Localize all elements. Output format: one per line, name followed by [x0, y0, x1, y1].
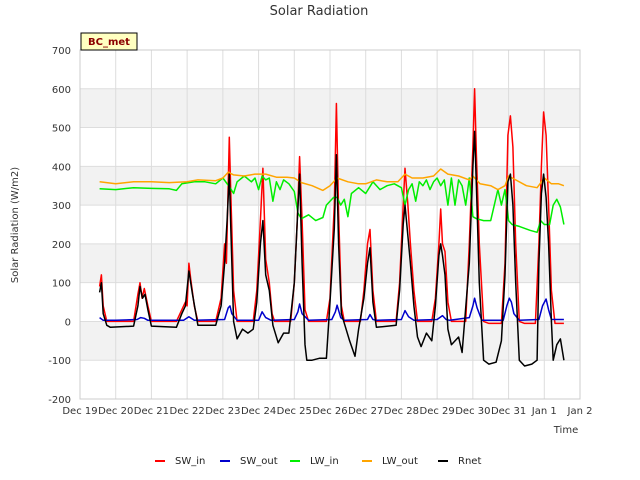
x-tick-label: Dec 24 — [241, 406, 276, 417]
y-tick-label: 300 — [52, 201, 71, 212]
series-line-lw-out — [99, 168, 565, 192]
x-tick-label: Dec 30 — [455, 406, 490, 417]
station-tag: BC_met — [80, 32, 138, 51]
legend-label: Rnet — [458, 456, 481, 467]
legend-item-lw-in: LW_in — [290, 456, 339, 467]
x-tick-label: Dec 22 — [170, 406, 205, 417]
legend-label: LW_in — [310, 456, 339, 467]
chart-title: Solar Radiation — [270, 4, 369, 19]
plot-border — [79, 49, 581, 400]
x-tick-label: Dec 26 — [312, 406, 347, 417]
y-tick-label: -200 — [48, 395, 71, 406]
legend-item-lw-out: LW_out — [362, 456, 418, 467]
legend: SW_in SW_out LW_in LW_out Rnet — [155, 456, 481, 467]
station-tag-label: BC_met — [88, 37, 130, 48]
x-axis-label: Time — [553, 425, 578, 436]
y-axis-label: Solar Radiation (W/m2) — [10, 167, 21, 283]
x-tick-label: Dec 31 — [491, 406, 526, 417]
x-tick-label: Dec 21 — [134, 406, 169, 417]
x-tick-label: Dec 29 — [420, 406, 455, 417]
y-tick-label: 700 — [52, 46, 71, 57]
legend-item-sw-in: SW_in — [155, 456, 205, 467]
y-tick-label: 400 — [52, 162, 71, 173]
x-tick-label: Dec 28 — [384, 406, 419, 417]
x-tick-label: Dec 19 — [62, 406, 97, 417]
series-line-sw-out — [99, 297, 564, 322]
y-tick-label: 0 — [65, 317, 71, 328]
y-tick-label: -100 — [48, 356, 71, 367]
legend-label: LW_out — [382, 456, 418, 467]
legend-label: SW_out — [240, 456, 278, 467]
x-tick-label: Dec 27 — [348, 406, 383, 417]
series-line-rnet — [98, 130, 565, 367]
y-tick-label: 500 — [52, 124, 71, 135]
legend-item-sw-out: SW_out — [220, 456, 278, 467]
legend-label: SW_in — [175, 456, 205, 467]
y-tick-label: 100 — [52, 279, 71, 290]
y-tick-label: 600 — [52, 85, 71, 96]
legend-item-rnet: Rnet — [438, 456, 481, 467]
x-tick-label: Dec 23 — [205, 406, 240, 417]
x-tick-label: Jan 1 — [531, 406, 557, 417]
y-tick-label: 200 — [52, 240, 71, 251]
station-tag-box — [80, 32, 138, 51]
x-tick-label: Jan 2 — [567, 406, 593, 417]
x-tick-label: Dec 25 — [277, 406, 312, 417]
x-tick-label: Dec 20 — [98, 406, 133, 417]
